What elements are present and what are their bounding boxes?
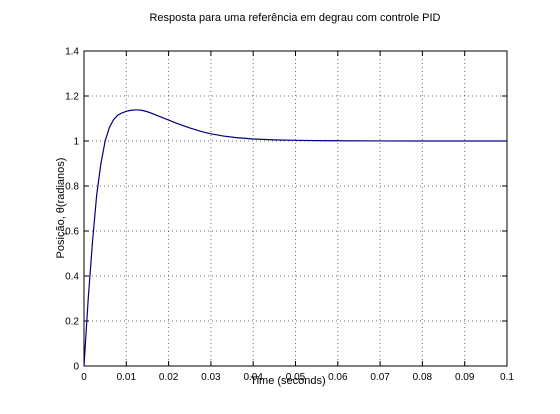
x-axis-label: Time (seconds) (250, 375, 325, 387)
x-tick-label: 0.07 (370, 372, 390, 383)
y-tick-label: 1.2 (65, 92, 79, 103)
x-tick-label: 0.08 (413, 372, 433, 383)
chart-title: Resposta para uma referência em degrau c… (149, 12, 440, 24)
plot-area (83, 50, 508, 367)
x-tick-label: 0.1 (500, 372, 514, 383)
y-tick-label: 0.8 (65, 182, 79, 193)
x-tick-label: 0.06 (328, 372, 348, 383)
response-curve (83, 109, 507, 367)
x-tick-label: 0.03 (201, 372, 221, 383)
y-tick-label: 1.4 (65, 47, 79, 58)
x-tick-label: 0.09 (455, 372, 475, 383)
x-tick-label: 0.01 (117, 372, 137, 383)
y-tick-label: 0.6 (65, 227, 79, 238)
y-axis-label: Posição, θ(radianos) (55, 158, 67, 259)
y-tick-label: 0 (73, 362, 79, 373)
axis-ticks: 0 0.01 0.02 0.03 0.04 0.05 0.06 0.07 0.08 0.09 0.1… (65, 47, 514, 384)
x-tick-label: 0.04 (243, 372, 263, 383)
y-tick-label: 1 (73, 137, 79, 148)
x-tick-label: 0.02 (159, 372, 179, 383)
x-tick-label: 0.05 (286, 372, 306, 383)
x-tick-label: 0 (81, 372, 87, 383)
y-tick-label: 0.2 (65, 317, 79, 328)
y-tick-label: 0.4 (65, 272, 79, 283)
